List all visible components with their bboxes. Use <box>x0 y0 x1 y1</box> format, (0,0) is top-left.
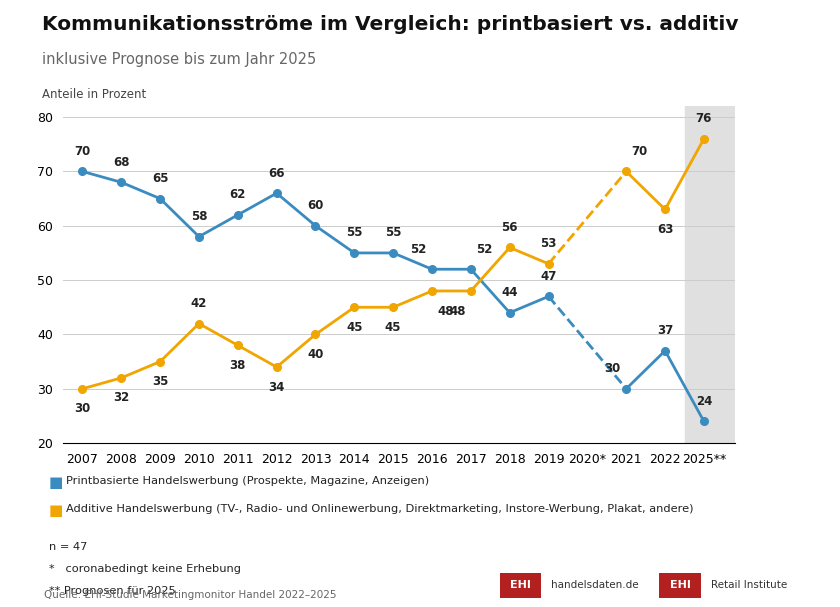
Text: 52: 52 <box>476 243 492 256</box>
Text: 45: 45 <box>385 321 402 334</box>
Text: 55: 55 <box>385 226 402 239</box>
Bar <box>685 106 735 443</box>
Text: Retail Institute: Retail Institute <box>711 580 787 590</box>
Text: 53: 53 <box>540 237 557 250</box>
Text: 42: 42 <box>191 297 207 310</box>
Text: 30: 30 <box>605 362 621 375</box>
Text: Printbasierte Handelswerbung (Prospekte, Magazine, Anzeigen): Printbasierte Handelswerbung (Prospekte,… <box>66 476 428 486</box>
Text: 70: 70 <box>632 145 648 158</box>
Text: 35: 35 <box>152 375 168 388</box>
Text: EHI: EHI <box>669 580 690 590</box>
Text: 37: 37 <box>657 324 673 337</box>
Text: Anteile in Prozent: Anteile in Prozent <box>42 88 146 101</box>
Text: 70: 70 <box>74 145 91 158</box>
Text: handelsdaten.de: handelsdaten.de <box>551 580 639 590</box>
Text: Additive Handelswerbung (TV-, Radio- und Onlinewerbung, Direktmarketing, Instore: Additive Handelswerbung (TV-, Radio- und… <box>66 504 693 514</box>
Text: 24: 24 <box>696 395 712 408</box>
Text: Kommunikationsströme im Vergleich: printbasiert vs. additiv: Kommunikationsströme im Vergleich: print… <box>42 15 738 34</box>
Text: 63: 63 <box>657 223 674 236</box>
Text: 55: 55 <box>346 226 363 239</box>
Text: 65: 65 <box>152 172 168 185</box>
Text: *   coronabedingt keine Erhebung: * coronabedingt keine Erhebung <box>49 564 241 574</box>
Text: 60: 60 <box>307 199 323 212</box>
Text: 48: 48 <box>449 305 465 317</box>
Text: 62: 62 <box>229 188 246 202</box>
Text: 34: 34 <box>269 381 285 393</box>
Text: 76: 76 <box>696 112 712 125</box>
Text: 47: 47 <box>540 270 557 283</box>
FancyBboxPatch shape <box>500 572 541 598</box>
Text: Quelle: EHI-Studie Marketingmonitor Handel 2022–2025: Quelle: EHI-Studie Marketingmonitor Hand… <box>44 590 336 600</box>
Text: 38: 38 <box>229 359 246 372</box>
Text: 66: 66 <box>269 166 285 180</box>
Text: 52: 52 <box>410 243 427 256</box>
Text: 68: 68 <box>113 156 129 169</box>
Text: ■: ■ <box>49 475 63 490</box>
Text: n = 47: n = 47 <box>49 542 87 552</box>
Text: ** Prognosen für 2025: ** Prognosen für 2025 <box>49 586 176 595</box>
Text: 40: 40 <box>307 348 323 361</box>
Text: 32: 32 <box>113 392 129 404</box>
Text: 30: 30 <box>74 402 91 415</box>
FancyBboxPatch shape <box>659 572 701 598</box>
Text: EHI: EHI <box>510 580 531 590</box>
Text: 45: 45 <box>346 321 363 334</box>
Text: ■: ■ <box>49 503 63 518</box>
Text: 48: 48 <box>438 305 454 317</box>
Text: 58: 58 <box>191 210 207 223</box>
Text: inklusive Prognose bis zum Jahr 2025: inklusive Prognose bis zum Jahr 2025 <box>42 52 316 67</box>
Text: 44: 44 <box>501 286 518 299</box>
Text: 56: 56 <box>501 221 518 234</box>
